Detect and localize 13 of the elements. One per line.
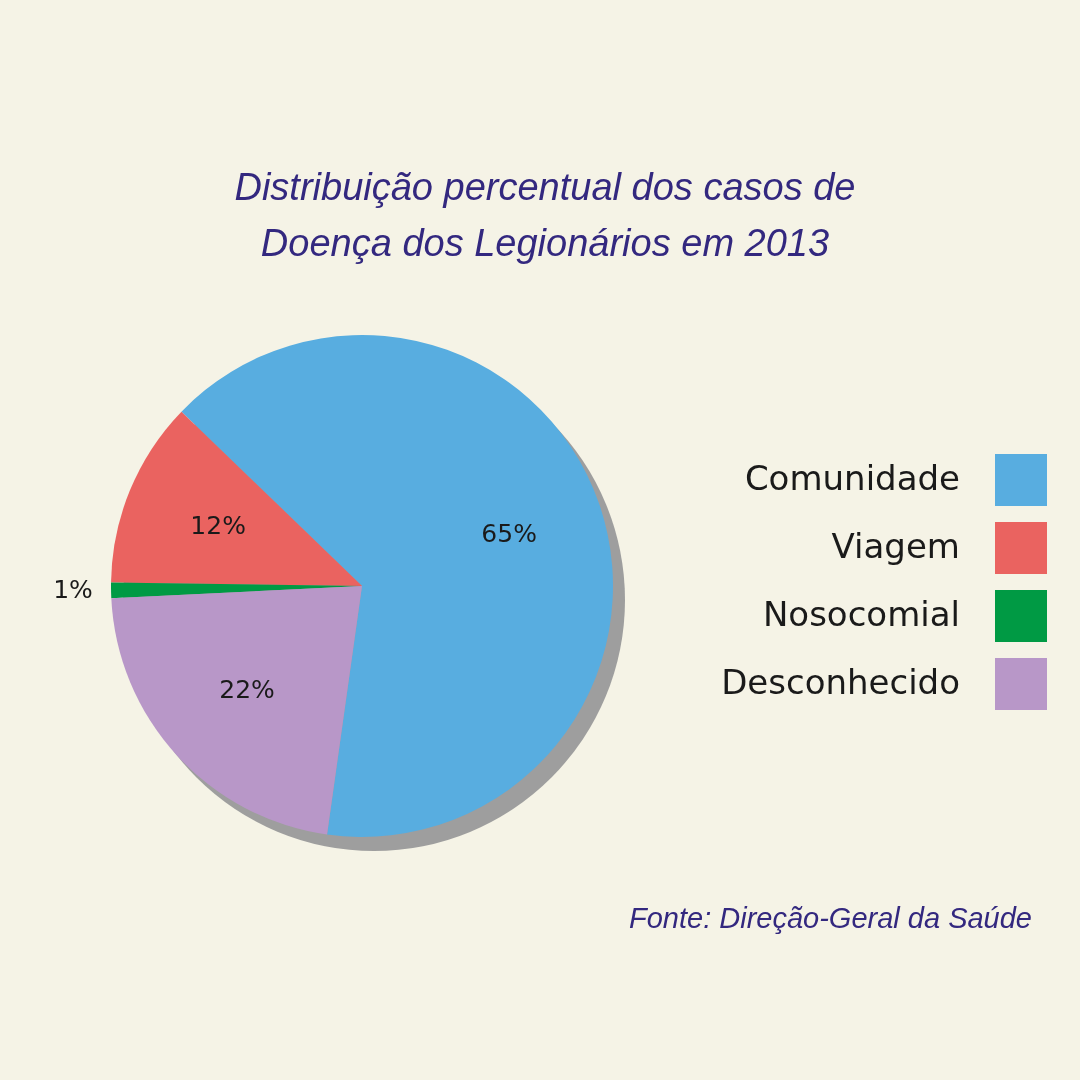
- data-label: 22%: [219, 674, 275, 704]
- data-label: 65%: [481, 519, 537, 549]
- chart-title: Distribuição percentual dos casos de Doença dos Legionários em 2013: [234, 166, 856, 264]
- data-label: 12%: [190, 510, 246, 540]
- legend-label: Nosocomial: [762, 593, 960, 634]
- pie-slice: [111, 586, 362, 835]
- legend-label: Viagem: [831, 525, 960, 566]
- legend-label: Comunidade: [744, 457, 960, 498]
- pie-slice: [181, 335, 613, 837]
- legend-label: Desconhecido: [721, 661, 960, 702]
- source-note: Fonte: Direção-Geral da Saúde: [629, 902, 1032, 934]
- data-label: 1%: [53, 575, 93, 605]
- pie-slice: [111, 411, 362, 586]
